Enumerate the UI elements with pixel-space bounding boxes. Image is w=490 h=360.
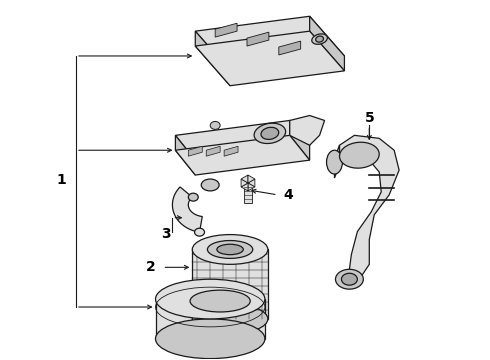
Ellipse shape	[326, 150, 343, 174]
Polygon shape	[241, 179, 248, 187]
Polygon shape	[340, 135, 399, 279]
Ellipse shape	[207, 240, 253, 258]
Polygon shape	[196, 16, 344, 71]
Polygon shape	[248, 183, 255, 191]
Polygon shape	[244, 183, 252, 203]
Polygon shape	[155, 299, 265, 339]
Ellipse shape	[188, 193, 198, 201]
Ellipse shape	[190, 290, 250, 312]
Polygon shape	[192, 249, 268, 319]
Ellipse shape	[312, 34, 327, 44]
Ellipse shape	[316, 36, 323, 42]
Ellipse shape	[192, 235, 268, 264]
Polygon shape	[175, 121, 310, 160]
Polygon shape	[335, 145, 340, 178]
Ellipse shape	[336, 269, 363, 289]
Ellipse shape	[217, 244, 244, 255]
Polygon shape	[241, 183, 248, 191]
Ellipse shape	[155, 279, 265, 319]
Text: 1: 1	[56, 173, 66, 187]
Ellipse shape	[155, 319, 265, 359]
Polygon shape	[196, 31, 344, 86]
Text: 4: 4	[283, 188, 293, 202]
Ellipse shape	[210, 121, 220, 129]
Polygon shape	[188, 146, 202, 156]
Polygon shape	[290, 116, 324, 145]
Polygon shape	[172, 187, 202, 232]
Polygon shape	[175, 135, 310, 175]
Polygon shape	[215, 23, 237, 37]
Polygon shape	[279, 41, 301, 55]
Text: 5: 5	[365, 112, 374, 126]
Polygon shape	[175, 135, 196, 175]
Polygon shape	[248, 179, 255, 187]
Polygon shape	[290, 121, 310, 160]
Text: 2: 2	[146, 260, 155, 274]
Polygon shape	[224, 146, 238, 156]
Text: 3: 3	[161, 226, 170, 240]
Ellipse shape	[340, 142, 379, 168]
Ellipse shape	[195, 228, 204, 236]
Polygon shape	[206, 146, 220, 156]
Ellipse shape	[261, 127, 279, 139]
Ellipse shape	[192, 304, 268, 334]
Ellipse shape	[254, 123, 286, 144]
Polygon shape	[241, 175, 248, 183]
Polygon shape	[310, 16, 344, 71]
Polygon shape	[248, 175, 255, 183]
Ellipse shape	[342, 273, 357, 285]
Polygon shape	[196, 31, 230, 86]
Ellipse shape	[201, 179, 219, 191]
Polygon shape	[247, 32, 269, 46]
